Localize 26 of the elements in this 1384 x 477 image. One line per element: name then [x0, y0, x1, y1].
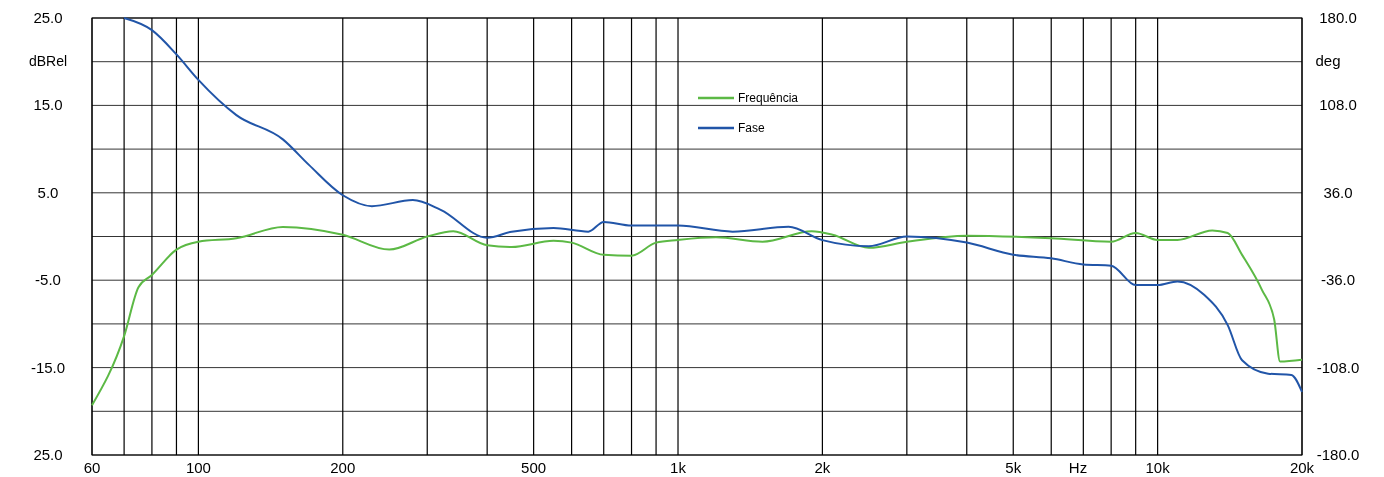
y2-tick-label: -180.0 — [1316, 446, 1360, 463]
x-tick-label: 500 — [521, 459, 547, 476]
x-tick-label: 20k — [1289, 459, 1315, 476]
x-tick-label: 1k — [670, 459, 687, 476]
y2-tick-label: 180.0 — [1319, 9, 1357, 26]
y-tick-label: 25.0 — [33, 9, 63, 26]
x-axis-title: Hz — [1068, 459, 1088, 476]
x-tick-label: 100 — [185, 459, 211, 476]
x-tick-label: 60 — [83, 459, 101, 476]
y-tick-label: 5.0 — [37, 183, 59, 201]
x-tick-label: 10k — [1145, 459, 1171, 476]
y2-tick-label: 108.0 — [1319, 96, 1357, 114]
y-tick-label: -5.0 — [35, 271, 61, 289]
y-tick-label: 15.0 — [33, 96, 63, 114]
y-tick-label: -15.0 — [30, 358, 66, 376]
y2-axis-title: deg — [1315, 52, 1341, 69]
y2-tick-label: -36.0 — [1320, 271, 1356, 289]
x-tick-label: 5k — [1005, 459, 1022, 476]
x-tick-label: 2k — [814, 459, 831, 476]
y2-tick-label: -108.0 — [1316, 358, 1360, 376]
legend-label: Fase — [738, 121, 765, 135]
legend-label: Frequência — [738, 91, 799, 105]
y2-tick-label: 36.0 — [1323, 183, 1353, 201]
y-tick-label: 25.0 — [33, 446, 63, 463]
x-tick-label: 200 — [330, 459, 356, 476]
y-axis-title: dBRel — [28, 53, 68, 69]
